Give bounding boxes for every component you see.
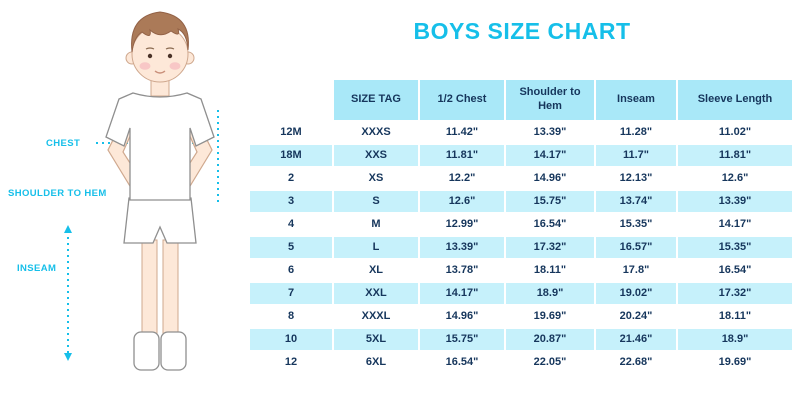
column-header bbox=[248, 78, 334, 122]
measurement-cell: 18.11" bbox=[504, 257, 596, 283]
measurement-cell: 14.17" bbox=[418, 280, 506, 306]
size-table-body: 12M XXXS 11.42" 13.39" 11.28" 11.02" 18M XXS 11.… bbox=[248, 119, 794, 375]
table-row: 18M XXS 11.81" 14.17" 11.7" 11.81" bbox=[248, 142, 794, 168]
measurement-cell: 14.17" bbox=[676, 211, 794, 237]
measurement-cell: 12.13" bbox=[594, 165, 678, 191]
column-header: Shoulder to Hem bbox=[504, 78, 596, 122]
measurement-cell: 12.6" bbox=[418, 188, 506, 214]
measurement-cell: 19.69" bbox=[676, 349, 794, 375]
column-header: Inseam bbox=[594, 78, 678, 122]
shoulder-to-hem-label: SHOULDER TO HEM bbox=[8, 188, 107, 199]
measurement-cell: XXL bbox=[332, 280, 420, 306]
column-header: Sleeve Length bbox=[676, 78, 794, 122]
size-row-label: 5 bbox=[248, 234, 334, 260]
measurement-cell: 14.96" bbox=[418, 303, 506, 329]
table-row: 5 L 13.39" 17.32" 16.57" 15.35" bbox=[248, 234, 794, 260]
measurement-cell: L bbox=[332, 234, 420, 260]
measurement-cell: XXXL bbox=[332, 303, 420, 329]
measurement-cell: 14.17" bbox=[504, 142, 596, 168]
measurement-cell: 6XL bbox=[332, 349, 420, 375]
size-row-label: 3 bbox=[248, 188, 334, 214]
boy-cartoon bbox=[105, 11, 215, 371]
measurement-cell: M bbox=[332, 211, 420, 237]
measurement-cell: 12.99" bbox=[418, 211, 506, 237]
table-row: 12M XXXS 11.42" 13.39" 11.28" 11.02" bbox=[248, 119, 794, 145]
table-row: 8 XXXL 14.96" 19.69" 20.24" 18.11" bbox=[248, 303, 794, 329]
table-row: 2 XS 12.2" 14.96" 12.13" 12.6" bbox=[248, 165, 794, 191]
measurement-cell: 5XL bbox=[332, 326, 420, 352]
measurement-cell: 17.32" bbox=[504, 234, 596, 260]
measurement-cell: 14.96" bbox=[504, 165, 596, 191]
size-chart-table: SIZE TAG 1/2 Chest Shoulder to Hem Inseam Sl… bbox=[248, 78, 794, 375]
measurement-cell: 15.35" bbox=[594, 211, 678, 237]
size-row-label: 2 bbox=[248, 165, 334, 191]
measurement-cell: 16.54" bbox=[504, 211, 596, 237]
table-row: 7 XXL 14.17" 18.9" 19.02" 17.32" bbox=[248, 280, 794, 306]
measurement-cell: 22.68" bbox=[594, 349, 678, 375]
boy-figure-panel: CHEST SHOULDER TO HEM INSEAM bbox=[0, 0, 250, 400]
measurement-cell: 11.42" bbox=[418, 119, 506, 145]
page-title: BOYS SIZE CHART bbox=[413, 18, 631, 44]
measurement-cell: 13.78" bbox=[418, 257, 506, 283]
size-row-label: 12 bbox=[248, 349, 334, 375]
measurement-cell: 15.35" bbox=[676, 234, 794, 260]
measurement-cell: XS bbox=[332, 165, 420, 191]
table-row: 3 S 12.6" 15.75" 13.74" 13.39" bbox=[248, 188, 794, 214]
chest-label: CHEST bbox=[46, 138, 81, 149]
table-row: 6 XL 13.78" 18.11" 17.8" 16.54" bbox=[248, 257, 794, 283]
measurement-cell: XXS bbox=[332, 142, 420, 168]
measurement-cell: 18.9" bbox=[504, 280, 596, 306]
size-row-label: 8 bbox=[248, 303, 334, 329]
measurement-cell: 11.02" bbox=[676, 119, 794, 145]
measurement-cell: 20.87" bbox=[504, 326, 596, 352]
measurement-cell: 15.75" bbox=[418, 326, 506, 352]
measurement-cell: XL bbox=[332, 257, 420, 283]
size-row-label: 4 bbox=[248, 211, 334, 237]
measurement-cell: XXXS bbox=[332, 119, 420, 145]
measurement-cell: 11.81" bbox=[418, 142, 506, 168]
measurement-cell: 16.54" bbox=[676, 257, 794, 283]
measurement-cell: 12.2" bbox=[418, 165, 506, 191]
size-row-label: 7 bbox=[248, 280, 334, 306]
measurement-cell: 16.57" bbox=[594, 234, 678, 260]
boy-illustration bbox=[64, 11, 219, 371]
size-row-label: 10 bbox=[248, 326, 334, 352]
size-row-label: 12M bbox=[248, 119, 334, 145]
measurement-cell: 13.39" bbox=[676, 188, 794, 214]
measurement-cell: 21.46" bbox=[594, 326, 678, 352]
measurement-cell: 18.9" bbox=[676, 326, 794, 352]
inseam-measure-line bbox=[64, 225, 72, 361]
measurement-cell: 19.69" bbox=[504, 303, 596, 329]
measurement-cell: 16.54" bbox=[418, 349, 506, 375]
measurement-cell: 11.81" bbox=[676, 142, 794, 168]
measurement-cell: 13.39" bbox=[504, 119, 596, 145]
measurement-cell: 18.11" bbox=[676, 303, 794, 329]
column-header: 1/2 Chest bbox=[418, 78, 506, 122]
measurement-cell: 13.74" bbox=[594, 188, 678, 214]
size-row-label: 18M bbox=[248, 142, 334, 168]
measurement-cell: 17.8" bbox=[594, 257, 678, 283]
size-table-header-row: SIZE TAG 1/2 Chest Shoulder to Hem Inseam Sl… bbox=[248, 78, 794, 122]
measurement-cell: 22.05" bbox=[504, 349, 596, 375]
measurement-cell: 13.39" bbox=[418, 234, 506, 260]
measurement-cell: 15.75" bbox=[504, 188, 596, 214]
table-row: 4 M 12.99" 16.54" 15.35" 14.17" bbox=[248, 211, 794, 237]
measurement-cell: 20.24" bbox=[594, 303, 678, 329]
measurement-cell: 11.28" bbox=[594, 119, 678, 145]
column-header: SIZE TAG bbox=[332, 78, 420, 122]
measurement-cell: 12.6" bbox=[676, 165, 794, 191]
table-row: 10 5XL 15.75" 20.87" 21.46" 18.9" bbox=[248, 326, 794, 352]
table-row: 12 6XL 16.54" 22.05" 22.68" 19.69" bbox=[248, 349, 794, 375]
measurement-cell: 11.7" bbox=[594, 142, 678, 168]
measurement-cell: S bbox=[332, 188, 420, 214]
size-row-label: 6 bbox=[248, 257, 334, 283]
measurement-cell: 19.02" bbox=[594, 280, 678, 306]
inseam-label: INSEAM bbox=[17, 263, 57, 274]
measurement-cell: 17.32" bbox=[676, 280, 794, 306]
